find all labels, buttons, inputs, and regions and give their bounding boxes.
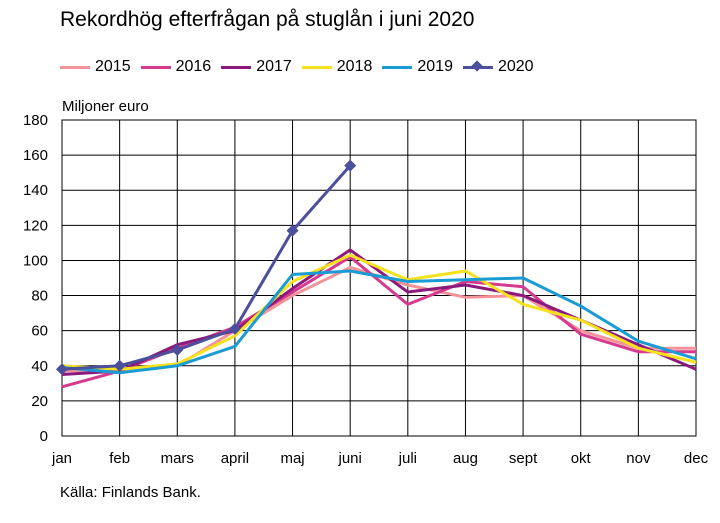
legend-swatch [221, 60, 252, 74]
y-tick-label: 0 [40, 428, 48, 445]
legend-swatch [462, 60, 493, 74]
legend: 2015 2016 2017 2018 2019 2020 [60, 58, 544, 76]
series-line-2020 [61, 164, 352, 371]
data-point-2020 [228, 322, 241, 335]
x-tick-label: dec [684, 450, 709, 467]
legend-swatch [60, 60, 90, 74]
series-line-2018 [61, 253, 697, 371]
series-line-2019 [61, 269, 697, 375]
legend-item-2019: 2019 [382, 58, 453, 76]
y-tick-label: 180 [23, 112, 48, 129]
x-tick-label: aug [453, 450, 478, 467]
y-axis-label: Miljoner euro [62, 98, 149, 115]
y-tick-label: 20 [31, 393, 48, 410]
legend-swatch [140, 60, 171, 74]
legend-label: 2020 [497, 58, 534, 75]
legend-label: 2015 [95, 58, 131, 75]
legend-item-2015: 2015 [60, 58, 131, 76]
data-point-2020 [286, 224, 299, 237]
x-tick-label: juni [338, 450, 362, 467]
x-tick-label: juli [398, 450, 417, 467]
x-tick-label: jan [51, 450, 72, 467]
y-tick-label: 120 [23, 217, 48, 234]
legend-swatch [382, 60, 413, 74]
x-tick-label: april [221, 450, 249, 467]
legend-label: 2019 [417, 58, 453, 75]
legend-item-2017: 2017 [221, 58, 292, 76]
y-tick-label: 40 [31, 358, 48, 375]
x-tick-label: feb [109, 450, 130, 467]
data-point-2020 [171, 343, 184, 356]
legend-label: 2016 [175, 58, 212, 75]
legend-item-2016: 2016 [140, 58, 212, 76]
x-tick-label: okt [571, 450, 592, 467]
chart-title: Rekordhög efterfrågan på stuglån i juni … [60, 8, 475, 31]
legend-item-2018: 2018 [301, 58, 373, 76]
plot-frame [61, 119, 697, 437]
y-tick-label: 100 [23, 252, 48, 269]
y-tick-label: 160 [23, 147, 48, 164]
legend-swatch [301, 60, 332, 74]
legend-label: 2017 [256, 58, 292, 75]
source-note: Källa: Finlands Bank. [60, 484, 201, 501]
y-tick-label: 80 [31, 288, 48, 305]
data-point-2020 [56, 363, 68, 376]
x-tick-label: maj [280, 450, 304, 467]
data-point-2020 [113, 359, 126, 372]
data-point-2020 [344, 159, 357, 172]
legend-item-2020: 2020 [462, 58, 534, 76]
legend-label: 2018 [336, 58, 373, 75]
x-tick-label: nov [626, 450, 651, 467]
x-tick-label: mars [161, 450, 194, 467]
y-tick-label: 140 [23, 182, 48, 199]
x-tick-label: sept [509, 450, 538, 467]
y-tick-label: 60 [31, 323, 48, 340]
